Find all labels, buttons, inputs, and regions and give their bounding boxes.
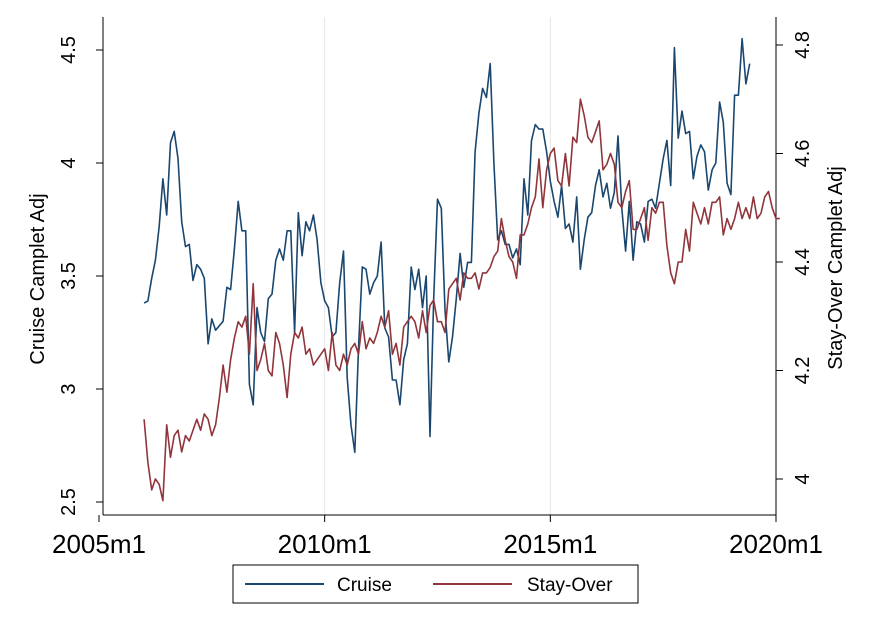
y-right-tick-label: 4 xyxy=(792,473,814,484)
series-lines xyxy=(143,37,780,502)
y-axis-left-title: Cruise Camplet Adj xyxy=(27,193,49,364)
y-left-tick-label: 4 xyxy=(58,157,80,168)
series-line-cruise xyxy=(143,37,751,454)
legend-label-cruise: Cruise xyxy=(337,575,392,596)
x-tick-label: 2020m1 xyxy=(729,529,823,559)
legend: Cruise Stay-Over xyxy=(232,564,639,604)
x-tick-label: 2015m1 xyxy=(503,529,597,559)
axes: 2005m1 2010m1 2015m1 2020m1 2.5 3 3.5 4 4.5 4 4.2 4… xyxy=(52,17,823,559)
legend-label-stay-over: Stay-Over xyxy=(527,575,613,596)
y-right-tick-label: 4.2 xyxy=(792,357,814,385)
y-right-tick-label: 4.6 xyxy=(792,140,814,168)
series-line-stay-over xyxy=(143,98,780,502)
y-right-tick-label: 4.4 xyxy=(792,248,814,276)
y-left-tick-label: 2.5 xyxy=(58,488,80,516)
y-axis-right-title: Stay-Over Camplet Adj xyxy=(825,166,847,369)
y-right-tick-label: 4.8 xyxy=(792,31,814,59)
y-left-tick-label: 3.5 xyxy=(58,262,80,290)
y-left-tick-label: 4.5 xyxy=(58,36,80,64)
x-tick-label: 2010m1 xyxy=(278,529,372,559)
gridlines xyxy=(324,17,551,515)
y-left-tick-label: 3 xyxy=(58,383,80,394)
x-tick-label: 2005m1 xyxy=(52,529,146,559)
